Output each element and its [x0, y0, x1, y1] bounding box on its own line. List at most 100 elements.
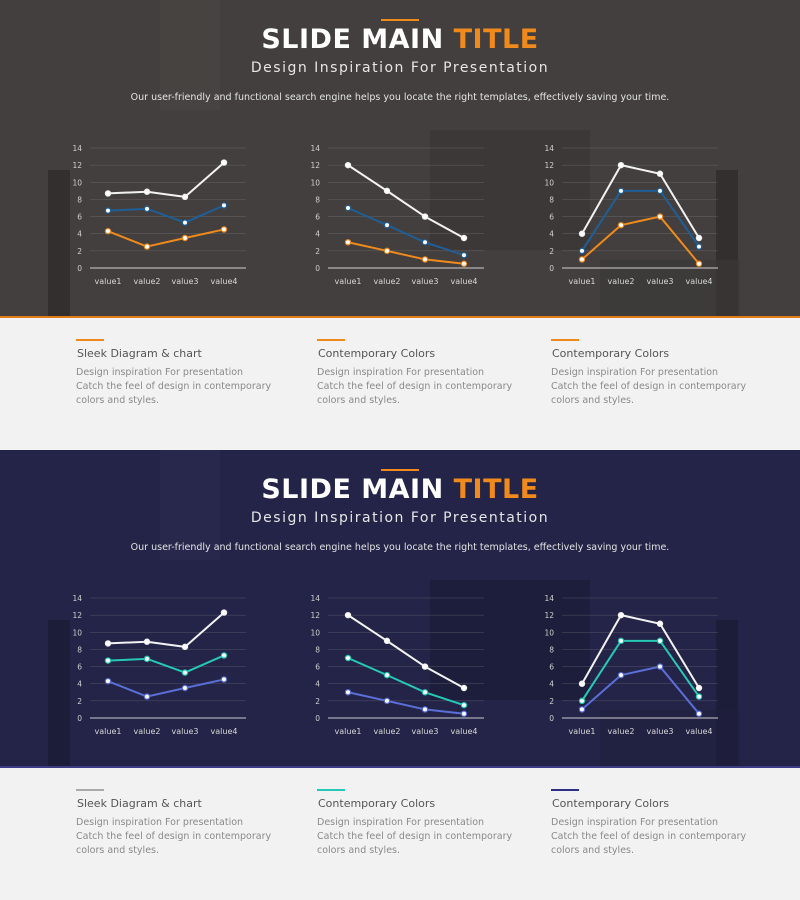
slide-title: SLIDE MAIN TITLE — [261, 24, 539, 55]
data-point — [617, 671, 625, 679]
y-tick-label: 12 — [72, 611, 82, 620]
series-line-2 — [107, 204, 225, 224]
data-point — [578, 247, 586, 255]
data-point — [220, 609, 228, 616]
data-point — [344, 689, 352, 696]
x-tick-label: value3 — [172, 277, 199, 286]
y-tick-label: 0 — [315, 714, 320, 723]
data-point — [383, 637, 391, 645]
room-background — [48, 0, 740, 317]
data-point — [656, 663, 664, 670]
x-tick-label: value1 — [335, 277, 362, 286]
info-item-text: Design inspiration For presentation Catch… — [551, 817, 747, 856]
x-tick-label: value3 — [172, 727, 199, 736]
info-item-heading: Sleek Diagram & chart — [77, 797, 202, 810]
data-point — [383, 221, 391, 229]
series-line-3 — [107, 678, 225, 698]
series-line-1 — [581, 164, 700, 239]
x-tick-label: value2 — [608, 277, 635, 286]
info-item-bar — [317, 339, 345, 341]
line-chart-3: 0 2 4 6 8 10 12 14 value1 value2 value3 value4 — [544, 144, 718, 286]
info-item-bar — [76, 789, 104, 791]
data-point — [143, 205, 151, 213]
data-point — [220, 226, 228, 233]
y-tick-label: 12 — [310, 611, 320, 620]
data-point — [104, 227, 112, 235]
data-point — [143, 655, 151, 663]
info-item-text: Design inspiration For presentation Catch… — [317, 817, 513, 856]
data-point — [143, 243, 151, 250]
data-point — [181, 669, 189, 676]
x-tick-label: value2 — [608, 727, 635, 736]
y-tick-label: 4 — [77, 680, 82, 689]
slide-subtitle: Design Inspiration For Presentation — [250, 60, 550, 76]
data-point — [578, 706, 586, 713]
y-tick-label: 12 — [310, 161, 320, 170]
data-point — [421, 239, 429, 246]
data-point — [104, 677, 112, 685]
data-point — [460, 701, 468, 709]
series-line-3 — [581, 665, 700, 715]
data-point — [383, 697, 391, 705]
data-point — [421, 706, 429, 713]
y-tick-label: 2 — [549, 697, 554, 706]
x-tick-label: value4 — [451, 277, 478, 286]
data-point — [421, 213, 429, 220]
y-tick-label: 6 — [315, 663, 320, 672]
info-item-bar — [551, 339, 579, 341]
series-line-2 — [347, 657, 465, 707]
line-chart-1: 0 2 4 6 8 10 12 14 value1 value2 value3 value4 — [72, 594, 246, 736]
x-tick-label: value3 — [412, 277, 439, 286]
data-point — [656, 187, 664, 195]
x-tick-label: value2 — [134, 277, 161, 286]
data-point — [421, 663, 429, 670]
x-tick-label: value2 — [374, 727, 401, 736]
info-item-bar — [317, 789, 345, 791]
x-tick-label: value3 — [647, 727, 674, 736]
data-point — [344, 161, 352, 169]
series-line-3 — [347, 241, 465, 265]
y-tick-label: 0 — [549, 714, 554, 723]
data-point — [460, 251, 468, 259]
data-point — [344, 239, 352, 246]
series-line-3 — [581, 215, 700, 265]
data-point — [104, 657, 112, 664]
series-line-2 — [107, 654, 225, 674]
y-tick-label: 8 — [77, 195, 82, 204]
series-line-1 — [107, 611, 225, 648]
info-section: Sleek Diagram & chart Design inspiration… — [0, 768, 800, 900]
x-tick-label: value1 — [95, 277, 122, 286]
data-point — [617, 611, 625, 619]
x-tick-label: value1 — [95, 727, 122, 736]
y-tick-label: 4 — [549, 680, 554, 689]
y-tick-label: 2 — [77, 697, 82, 706]
data-point — [617, 637, 625, 645]
data-point — [656, 637, 664, 645]
x-tick-label: value4 — [451, 727, 478, 736]
divider-strip — [0, 316, 800, 318]
y-tick-label: 14 — [544, 144, 554, 153]
y-tick-label: 6 — [549, 663, 554, 672]
data-point — [421, 256, 429, 263]
x-tick-label: value4 — [686, 727, 713, 736]
data-point — [143, 188, 151, 195]
data-point — [383, 247, 391, 255]
x-tick-label: value3 — [647, 277, 674, 286]
y-tick-label: 12 — [544, 161, 554, 170]
y-tick-label: 14 — [544, 594, 554, 603]
info-item-text: Design inspiration For presentation Catch… — [551, 367, 747, 406]
data-point — [695, 243, 703, 250]
data-point — [617, 187, 625, 195]
slide-tagline: Our user-friendly and functional search … — [130, 92, 670, 103]
y-tick-label: 14 — [72, 594, 82, 603]
data-point — [578, 680, 586, 687]
y-tick-label: 4 — [77, 230, 82, 239]
charts-row: 0 2 4 6 8 10 12 14 value1 value2 value3 value4 0 2 4 6 8… — [72, 144, 718, 286]
x-tick-label: value3 — [412, 727, 439, 736]
x-tick-label: value2 — [374, 277, 401, 286]
data-point — [220, 159, 228, 166]
data-point — [181, 193, 189, 201]
line-chart-3: 0 2 4 6 8 10 12 14 value1 value2 value3 value4 — [544, 594, 718, 736]
data-point — [344, 654, 352, 662]
x-tick-label: value4 — [211, 727, 238, 736]
